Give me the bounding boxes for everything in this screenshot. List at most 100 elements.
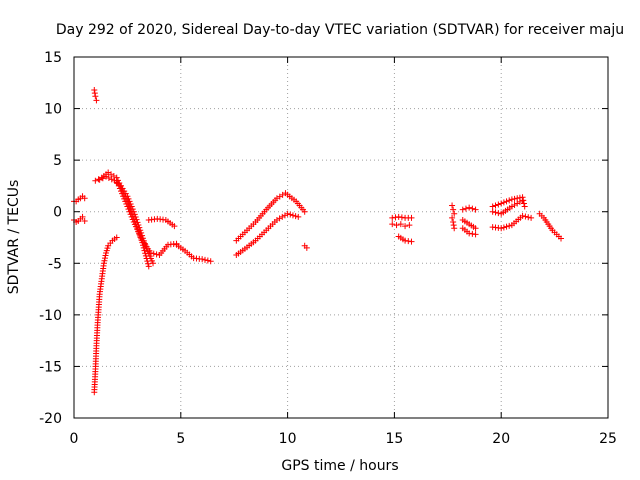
data-point: [462, 205, 469, 212]
data-point: [202, 256, 209, 263]
data-point: [521, 203, 528, 210]
data-point: [126, 208, 133, 215]
data-segment-seg-r: [459, 204, 479, 213]
data-point: [150, 260, 157, 267]
data-point: [466, 230, 473, 237]
x-tick-label: 20: [492, 431, 510, 447]
data-point: [503, 223, 510, 230]
data-point: [520, 200, 527, 207]
data-segment-seg-w: [489, 212, 535, 232]
data-point: [500, 199, 507, 206]
data-point: [102, 252, 109, 259]
data-segment-seg-v: [489, 197, 526, 217]
data-point: [514, 200, 521, 207]
data-point: [472, 225, 479, 232]
data-point: [301, 208, 308, 215]
data-point: [96, 176, 103, 183]
data-point: [147, 249, 154, 256]
data-point: [105, 175, 112, 182]
data-point: [498, 225, 505, 232]
data-point: [558, 235, 565, 242]
data-segment-seg-k: [233, 210, 302, 259]
data-point: [492, 209, 499, 216]
y-tick-label: 10: [44, 102, 62, 118]
data-point: [516, 198, 523, 205]
data-segment-seg-d: [91, 234, 120, 396]
data-point: [276, 215, 283, 222]
data-point: [100, 260, 107, 267]
grid: [74, 57, 608, 418]
data-point: [469, 230, 476, 237]
data-point: [123, 200, 130, 207]
y-tick-label: -20: [39, 411, 62, 427]
data-point: [398, 214, 405, 221]
data-point: [120, 193, 127, 200]
data-point: [469, 205, 476, 212]
data-point: [525, 214, 532, 221]
data-point: [508, 196, 515, 203]
data-point: [153, 251, 160, 258]
data-point: [489, 208, 496, 215]
data-point: [99, 175, 106, 182]
data-point: [459, 206, 466, 213]
data-point: [92, 93, 99, 100]
data-point: [114, 180, 121, 187]
data-point: [503, 198, 510, 205]
data-point: [519, 197, 526, 204]
data-point: [495, 201, 502, 208]
data-point: [103, 173, 110, 180]
data-segment-seg-i: [173, 241, 214, 265]
data-segment-seg-p: [449, 202, 458, 217]
data-point: [495, 210, 502, 217]
data-point: [171, 223, 178, 230]
data-point: [402, 223, 409, 230]
data-point: [101, 255, 108, 262]
data-point: [489, 203, 496, 210]
data-point: [79, 213, 86, 220]
x-tick-label: 25: [599, 431, 617, 447]
data-points: [71, 87, 565, 396]
data-point: [113, 234, 120, 241]
data-point: [117, 188, 124, 195]
data-point: [145, 263, 152, 270]
data-point: [511, 195, 518, 202]
data-segment-seg-o: [395, 233, 415, 245]
data-point: [528, 214, 535, 221]
data-segment-seg-e: [92, 169, 152, 270]
data-point: [129, 216, 136, 223]
y-tick-label: 15: [44, 50, 62, 66]
data-point: [511, 202, 518, 209]
y-tick-label: -5: [48, 256, 62, 272]
data-point: [466, 204, 473, 211]
data-point: [406, 222, 413, 229]
y-axis-label: SDTVAR / TECUs: [6, 180, 22, 295]
data-point: [127, 211, 134, 218]
data-point: [389, 214, 396, 221]
data-point: [122, 198, 129, 205]
axis-ticks: 0 5 10 15 20 25 -20 -15 -10 -5 0 5 10 15: [39, 50, 617, 447]
data-point: [498, 200, 505, 207]
data-point: [506, 197, 513, 204]
data-point: [514, 195, 521, 202]
data-point: [395, 213, 402, 220]
data-point: [451, 210, 458, 217]
data-point: [289, 212, 296, 219]
data-point: [119, 190, 126, 197]
data-point: [204, 257, 211, 264]
data-point: [81, 195, 88, 202]
plot-frame: [73, 56, 609, 419]
data-segment-seg-l: [301, 242, 310, 251]
y-tick-label: 5: [53, 153, 62, 169]
chart-title: Day 292 of 2020, Sidereal Day-to-day VTE…: [56, 22, 624, 38]
data-point: [450, 206, 457, 213]
data-point: [92, 177, 99, 184]
data-point: [93, 97, 100, 104]
data-point: [402, 237, 409, 244]
data-point: [95, 176, 102, 183]
data-point: [393, 222, 400, 229]
data-point: [207, 258, 214, 265]
data-point: [500, 224, 507, 231]
data-point: [279, 213, 286, 220]
data-point: [408, 214, 415, 221]
data-point: [199, 256, 206, 263]
